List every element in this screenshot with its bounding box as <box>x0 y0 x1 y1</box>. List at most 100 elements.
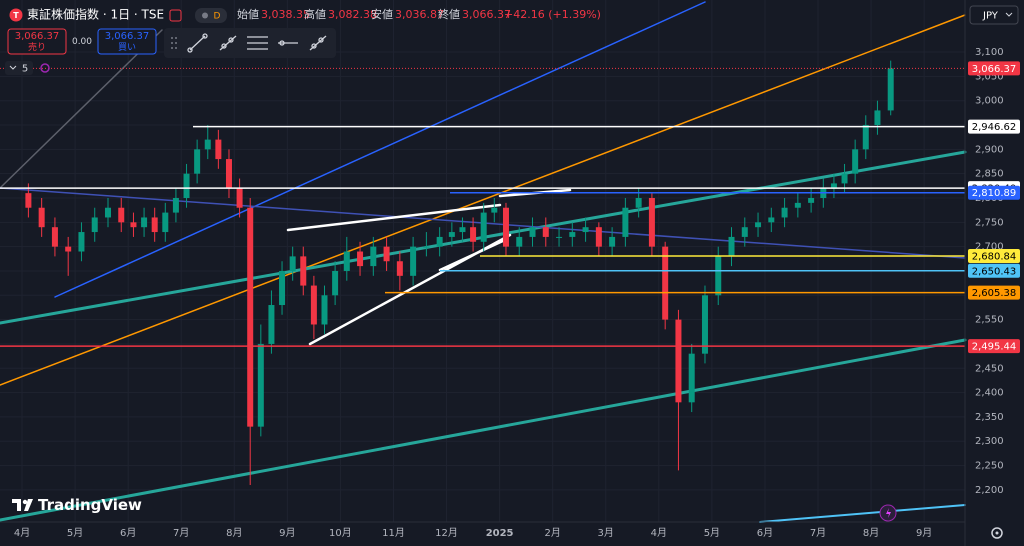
x-tick-label: 6月 <box>120 527 136 539</box>
x-tick-label: 8月 <box>863 527 879 539</box>
candle-body <box>556 236 563 238</box>
candle-body <box>862 125 869 150</box>
candle-body <box>25 193 32 208</box>
candle-body <box>396 261 403 276</box>
candle-body <box>38 207 45 228</box>
price-label: 2,810.89 <box>972 188 1017 199</box>
x-tick-label: 5月 <box>704 527 720 539</box>
candle-body <box>257 343 264 427</box>
alert-icon[interactable] <box>169 9 182 22</box>
trend-line <box>759 504 966 523</box>
price-label-box <box>968 285 1020 300</box>
y-tick-label: 2,250 <box>975 461 1004 472</box>
ohlc-value: 3,036.87 <box>395 8 444 21</box>
ohlc-label: 終値 <box>438 7 460 21</box>
brand-name: TradingView <box>38 496 142 514</box>
candle-body <box>529 227 536 237</box>
last-price-box <box>968 61 1020 76</box>
y-tick-label: 2,700 <box>975 242 1004 253</box>
sell-label: 売り <box>28 41 46 53</box>
price-label-box <box>968 248 1020 263</box>
candle-body <box>332 270 339 296</box>
tool-trend[interactable] <box>187 33 208 53</box>
ohlc-label: 高値 <box>304 7 326 21</box>
tool-hline[interactable] <box>278 40 298 46</box>
candle-body <box>300 256 307 286</box>
x-tick-label: 2月 <box>544 527 560 539</box>
settings-button[interactable] <box>991 527 1003 539</box>
candle-body <box>162 212 169 233</box>
price-label: 2,605.38 <box>972 288 1017 299</box>
candle-body <box>480 212 487 242</box>
indicator-count: 5 <box>22 64 28 75</box>
candle-body <box>569 232 576 237</box>
y-tick-label: 3,100 <box>975 47 1004 58</box>
candle-body <box>141 217 148 228</box>
y-tick-label: 2,550 <box>975 315 1004 326</box>
symbol-name[interactable]: 東証株価指数 · 1日 · TSE <box>27 7 164 22</box>
grid <box>0 0 965 522</box>
trend-line <box>286 203 502 232</box>
candle-body <box>51 227 58 247</box>
candle-body <box>236 188 243 208</box>
candle-body <box>491 207 498 213</box>
currency-button[interactable] <box>969 5 1019 25</box>
price-label-box <box>968 339 1020 354</box>
x-tick-label: 12月 <box>435 527 458 539</box>
sell-button[interactable] <box>7 28 67 55</box>
price-label: 2,495.44 <box>972 342 1017 353</box>
candle-body <box>78 232 85 252</box>
y-tick-label: 2,350 <box>975 412 1004 423</box>
x-tick-label: 6月 <box>757 527 773 539</box>
candle-body <box>268 305 275 344</box>
candle-body <box>502 207 509 247</box>
candle-body <box>423 246 430 248</box>
candle-body <box>204 139 211 150</box>
price-label: 2,650.43 <box>972 266 1017 277</box>
candle-body <box>595 227 602 247</box>
candle-body <box>194 149 201 174</box>
candle-body <box>247 207 254 427</box>
candle-body <box>130 222 137 228</box>
tool-channel[interactable] <box>247 36 268 50</box>
brand-logo <box>12 499 33 511</box>
x-tick-label: 2025 <box>486 528 514 539</box>
candle-body <box>436 236 443 247</box>
candle-body <box>104 207 111 218</box>
ohlc-value: 3,066.37 <box>462 8 511 21</box>
candle-body <box>887 68 894 111</box>
news-icon <box>886 508 891 518</box>
indicator-icon[interactable] <box>40 63 50 73</box>
chevron <box>9 65 17 70</box>
x-tick-label: 9月 <box>279 527 295 539</box>
price-label: 2,946.62 <box>972 122 1017 133</box>
settings-dot <box>995 531 999 535</box>
candles <box>25 60 894 486</box>
buy-button[interactable] <box>97 28 157 55</box>
candle-body <box>470 227 477 242</box>
candle-body <box>225 159 232 189</box>
candle-body <box>622 207 629 237</box>
trend-line <box>0 29 163 189</box>
interval-badge[interactable] <box>195 8 227 23</box>
candle-body <box>118 207 125 223</box>
candle-body <box>310 285 317 325</box>
trend-line <box>0 338 967 522</box>
tool-ray[interactable] <box>219 35 237 51</box>
sell-price: 3,066.37 <box>15 31 60 42</box>
candle-body <box>635 198 642 208</box>
candle-body <box>648 198 655 247</box>
candle-body <box>448 232 455 237</box>
candle-body <box>383 246 390 262</box>
indicator-toggle[interactable] <box>5 61 33 75</box>
candle-body <box>675 319 682 403</box>
candle-body <box>172 198 179 213</box>
x-tick-label: 10月 <box>329 527 352 539</box>
tool-extended[interactable] <box>309 35 327 51</box>
x-tick-label: 5月 <box>67 527 83 539</box>
symbol-icon-text: T <box>13 11 19 20</box>
candle-body <box>874 110 881 126</box>
x-tick-label: 7月 <box>810 527 826 539</box>
candle-body <box>830 183 837 189</box>
